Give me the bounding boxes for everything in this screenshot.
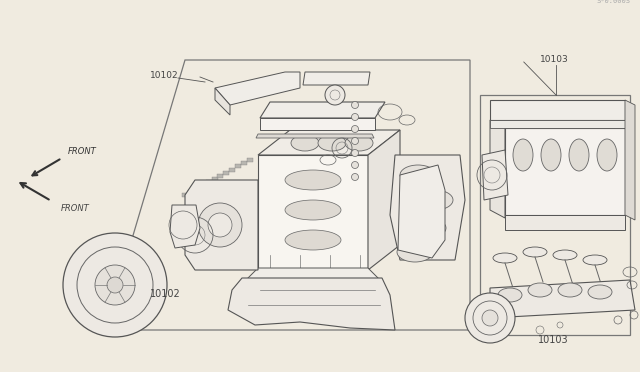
Ellipse shape — [285, 200, 341, 220]
Ellipse shape — [493, 253, 517, 263]
Polygon shape — [185, 180, 258, 270]
Circle shape — [325, 85, 345, 105]
Text: 10102: 10102 — [150, 289, 181, 299]
Ellipse shape — [498, 288, 522, 302]
Bar — [235, 164, 241, 169]
Ellipse shape — [513, 139, 533, 171]
Text: 10103: 10103 — [540, 55, 569, 64]
Bar — [205, 180, 212, 184]
Polygon shape — [260, 118, 375, 130]
Ellipse shape — [583, 255, 607, 265]
Polygon shape — [170, 205, 200, 248]
Polygon shape — [490, 100, 625, 120]
Polygon shape — [228, 278, 395, 330]
Ellipse shape — [285, 230, 341, 250]
Circle shape — [351, 113, 358, 121]
Ellipse shape — [345, 135, 373, 151]
Polygon shape — [246, 268, 380, 280]
Circle shape — [351, 161, 358, 169]
Bar — [229, 167, 236, 171]
Ellipse shape — [528, 283, 552, 297]
Circle shape — [198, 203, 242, 247]
Polygon shape — [625, 100, 635, 220]
Polygon shape — [490, 280, 635, 318]
Ellipse shape — [553, 250, 577, 260]
Polygon shape — [256, 134, 374, 138]
Circle shape — [63, 233, 167, 337]
Text: FRONT: FRONT — [61, 204, 90, 213]
Bar — [247, 158, 253, 162]
Circle shape — [351, 150, 358, 157]
Circle shape — [351, 102, 358, 109]
Text: FRONT: FRONT — [68, 148, 97, 157]
Ellipse shape — [558, 283, 582, 297]
Circle shape — [107, 277, 123, 293]
Polygon shape — [215, 88, 230, 115]
Ellipse shape — [410, 218, 446, 238]
Polygon shape — [368, 130, 400, 270]
Bar — [194, 187, 200, 190]
Bar — [241, 161, 247, 165]
Polygon shape — [505, 128, 625, 215]
Circle shape — [351, 138, 358, 144]
Bar — [223, 171, 229, 175]
Ellipse shape — [417, 190, 453, 210]
Polygon shape — [215, 72, 300, 105]
Bar — [200, 183, 205, 187]
Polygon shape — [258, 155, 368, 270]
Bar — [182, 193, 188, 197]
Polygon shape — [258, 130, 400, 155]
Ellipse shape — [569, 139, 589, 171]
Text: S*0:000S: S*0:000S — [596, 0, 630, 4]
Circle shape — [208, 213, 232, 237]
Ellipse shape — [597, 139, 617, 171]
Circle shape — [95, 265, 135, 305]
Circle shape — [482, 310, 498, 326]
Bar — [188, 190, 194, 194]
Ellipse shape — [400, 165, 436, 185]
Polygon shape — [490, 120, 505, 218]
Polygon shape — [505, 215, 625, 230]
Ellipse shape — [523, 247, 547, 257]
Text: 10102: 10102 — [150, 71, 179, 80]
Ellipse shape — [541, 139, 561, 171]
Polygon shape — [260, 102, 385, 118]
Ellipse shape — [588, 285, 612, 299]
Circle shape — [465, 293, 515, 343]
Polygon shape — [398, 165, 445, 258]
Bar — [212, 177, 218, 181]
Polygon shape — [482, 150, 508, 200]
Polygon shape — [303, 72, 370, 85]
Circle shape — [351, 173, 358, 180]
Bar — [218, 174, 223, 178]
Ellipse shape — [291, 135, 319, 151]
Ellipse shape — [397, 242, 433, 262]
Ellipse shape — [318, 135, 346, 151]
Ellipse shape — [285, 170, 341, 190]
Polygon shape — [490, 120, 625, 128]
Text: 10103: 10103 — [538, 336, 568, 345]
Circle shape — [351, 125, 358, 132]
Polygon shape — [390, 155, 465, 260]
